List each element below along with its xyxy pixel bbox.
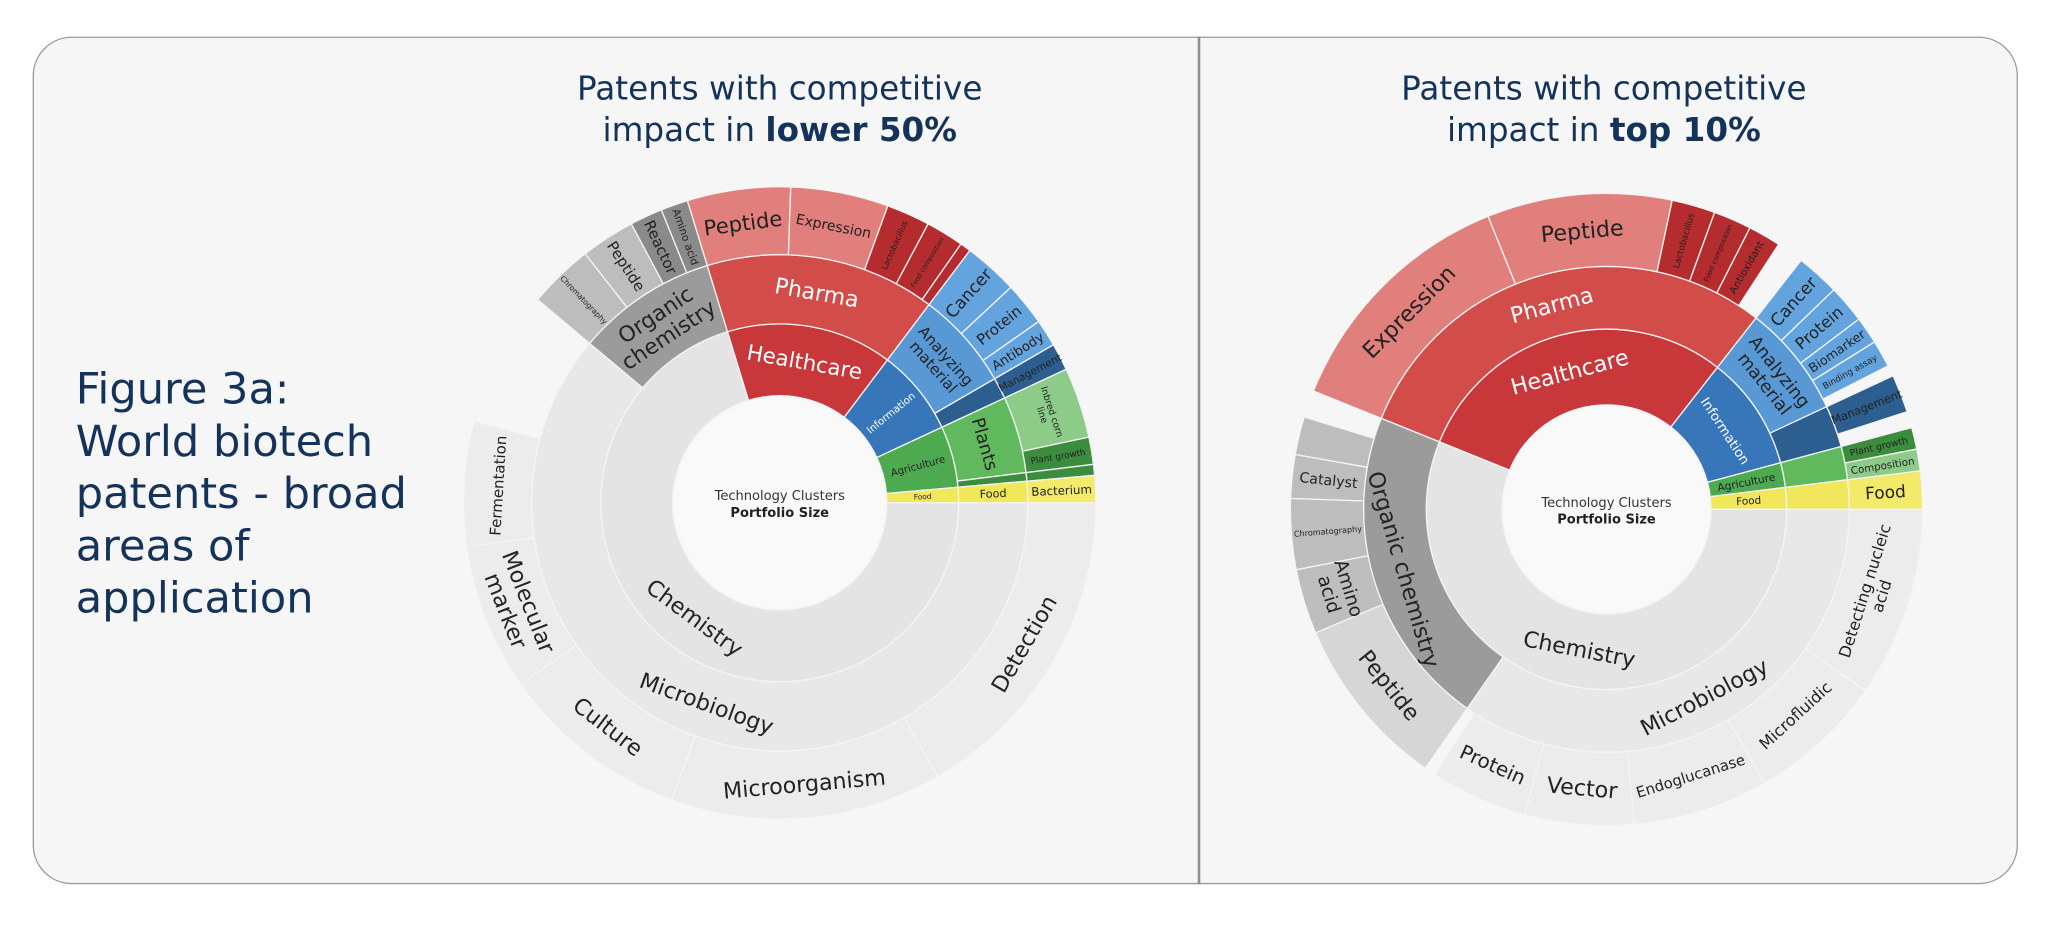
- center-hole: [673, 397, 886, 609]
- segment-binding-assay[interactable]: [1811, 340, 1890, 400]
- segment-management[interactable]: [1825, 374, 1908, 436]
- center-label-title: Technology Clusters: [714, 489, 846, 504]
- segment-label: Food: [914, 492, 932, 502]
- segment-unlabeled[interactable]: [1294, 416, 1376, 468]
- segment-label: Catalyst: [1299, 470, 1359, 492]
- figure-caption: Figure 3a: World biotech patents - broad…: [76, 363, 407, 624]
- title-text: impact in: [1446, 111, 1610, 149]
- segment-label: Food: [1736, 495, 1762, 509]
- segment-fermentation[interactable]: [463, 420, 541, 548]
- segment-label: Vector: [1546, 772, 1620, 804]
- center-label-title: Technology Clusters: [1540, 496, 1672, 511]
- caption-line: areas of: [75, 519, 250, 571]
- caption-line: World biotech: [75, 415, 374, 467]
- title-line-2: impact in lower 50%: [479, 110, 1080, 152]
- title-line-2: impact in top 10%: [1303, 110, 1904, 152]
- segment-amino-acid[interactable]: [660, 199, 709, 274]
- caption-line: Figure 3a:: [75, 363, 290, 415]
- chart-title-lower-50: Patents with competitive impact in lower…: [479, 68, 1080, 152]
- title-line-1: Patents with competitive: [1401, 69, 1807, 108]
- segment-label: Food: [1865, 482, 1907, 504]
- segment-protein[interactable]: [1433, 712, 1545, 816]
- title-emphasis: top 10%: [1609, 111, 1761, 149]
- segment-label: Bacterium: [1031, 482, 1092, 499]
- caption-line: patents - broad: [75, 467, 407, 519]
- title-emphasis: lower 50%: [765, 111, 957, 149]
- center-label-subtitle: Portfolio Size: [730, 506, 829, 521]
- title-line-1: Patents with competitive: [577, 69, 983, 108]
- center-label-subtitle: Portfolio Size: [1557, 513, 1656, 528]
- chart-title-top-10: Patents with competitive impact in top 1…: [1303, 68, 1904, 152]
- center-hole: [1503, 406, 1710, 613]
- panel-divider: [1197, 36, 1201, 885]
- title-text: impact in: [602, 111, 766, 149]
- segment-antioxidant[interactable]: [1715, 226, 1780, 307]
- segment-label: Food: [979, 487, 1006, 501]
- caption-line: application: [75, 572, 314, 624]
